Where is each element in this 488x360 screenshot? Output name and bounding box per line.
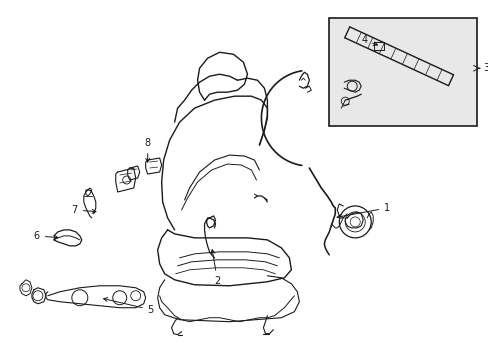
Text: 1: 1 bbox=[336, 203, 389, 219]
Text: 6: 6 bbox=[34, 231, 58, 241]
Text: 7: 7 bbox=[71, 205, 96, 215]
Text: 8: 8 bbox=[144, 138, 150, 162]
Text: 3: 3 bbox=[482, 63, 488, 73]
FancyBboxPatch shape bbox=[328, 18, 476, 126]
Text: 2: 2 bbox=[210, 250, 220, 286]
Text: 5: 5 bbox=[103, 298, 154, 315]
Text: 4: 4 bbox=[360, 35, 377, 46]
